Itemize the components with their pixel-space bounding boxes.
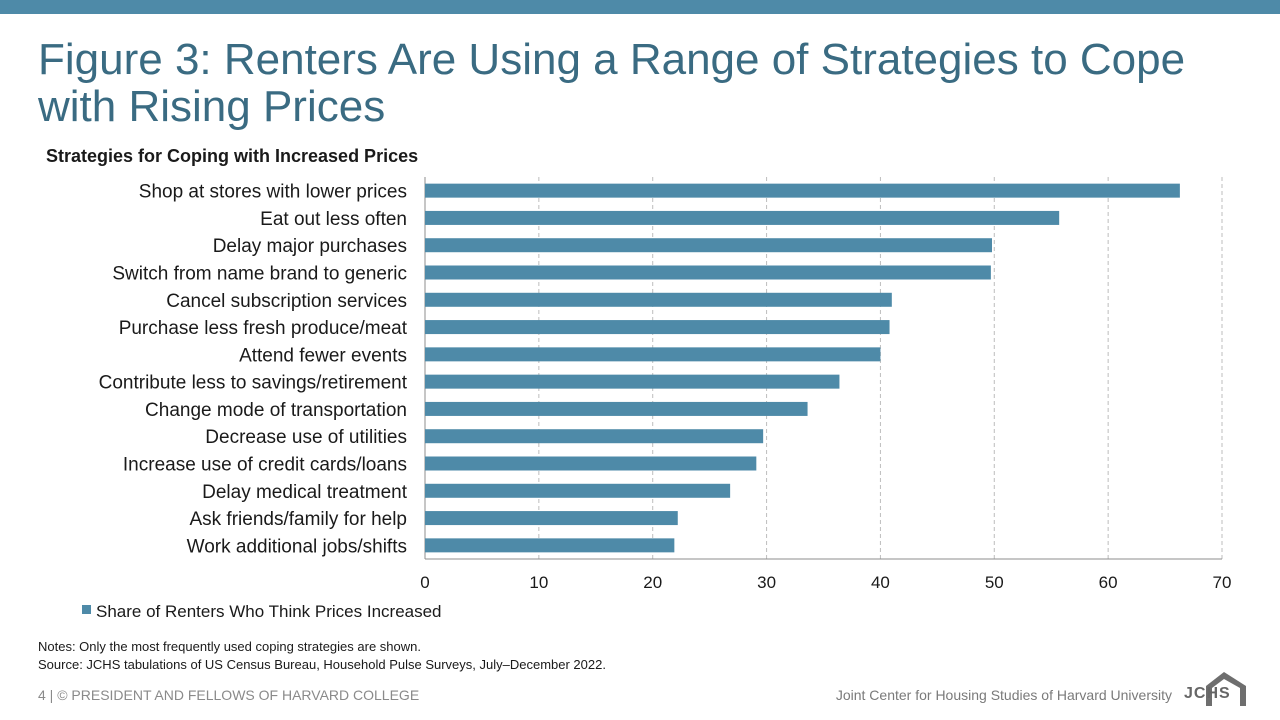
legend-label: Share of Renters Who Think Prices Increa… [96,602,442,621]
bar [425,265,991,280]
category-label: Work additional jobs/shifts [187,536,407,557]
bar [425,456,757,471]
category-label: Increase use of credit cards/loans [123,455,407,476]
x-tick-label: 20 [643,573,662,592]
bar [425,429,764,444]
category-label: Change mode of transportation [145,400,407,421]
bar [425,374,840,389]
source-line: Source: JCHS tabulations of US Census Bu… [38,657,606,672]
bar [425,511,678,526]
bar [425,183,1180,198]
category-label: Ask friends/family for help [189,509,407,530]
bar [425,210,1060,225]
category-label: Decrease use of utilities [205,427,407,448]
category-label: Delay medical treatment [202,482,408,503]
bar [425,347,881,362]
notes: Notes: Only the most frequently used cop… [38,638,606,674]
chart-title: Strategies for Coping with Increased Pri… [46,146,419,166]
x-tick-label: 10 [529,573,548,592]
slide-title: Figure 3: Renters Are Using a Range of S… [38,35,1186,131]
bar [425,483,731,498]
x-tick-label: 50 [985,573,1004,592]
category-label: Cancel subscription services [166,291,407,312]
x-tick-label: 40 [871,573,890,592]
bar [425,238,993,253]
category-label: Eat out less often [260,209,407,230]
notes-line: Notes: Only the most frequently used cop… [38,639,421,654]
bar-chart: Shop at stores with lower prices Eat out … [82,177,1232,621]
bar [425,538,675,553]
category-label: Attend fewer events [239,345,407,366]
bar [425,401,808,416]
category-label: Delay major purchases [213,236,407,257]
x-tick-label: 30 [757,573,776,592]
category-label: Purchase less fresh produce/meat [119,318,408,339]
footer-organization: Joint Center for Housing Studies of Harv… [835,687,1172,703]
house-icon [1206,672,1246,706]
x-tick-label: 0 [420,573,429,592]
footer-copyright: 4 | © PRESIDENT AND FELLOWS OF HARVARD C… [38,687,420,703]
category-label: Contribute less to savings/retirement [99,373,408,394]
top-accent-bar [0,0,1280,14]
x-tick-label: 60 [1099,573,1118,592]
category-label: Shop at stores with lower prices [139,182,407,203]
legend-swatch [82,605,91,614]
logo-text: JCHS [1184,685,1231,702]
category-label: Switch from name brand to generic [112,264,407,285]
jchs-logo: JCHS [1184,666,1246,706]
bar [425,292,892,307]
bar [425,320,890,335]
x-tick-label: 70 [1213,573,1232,592]
